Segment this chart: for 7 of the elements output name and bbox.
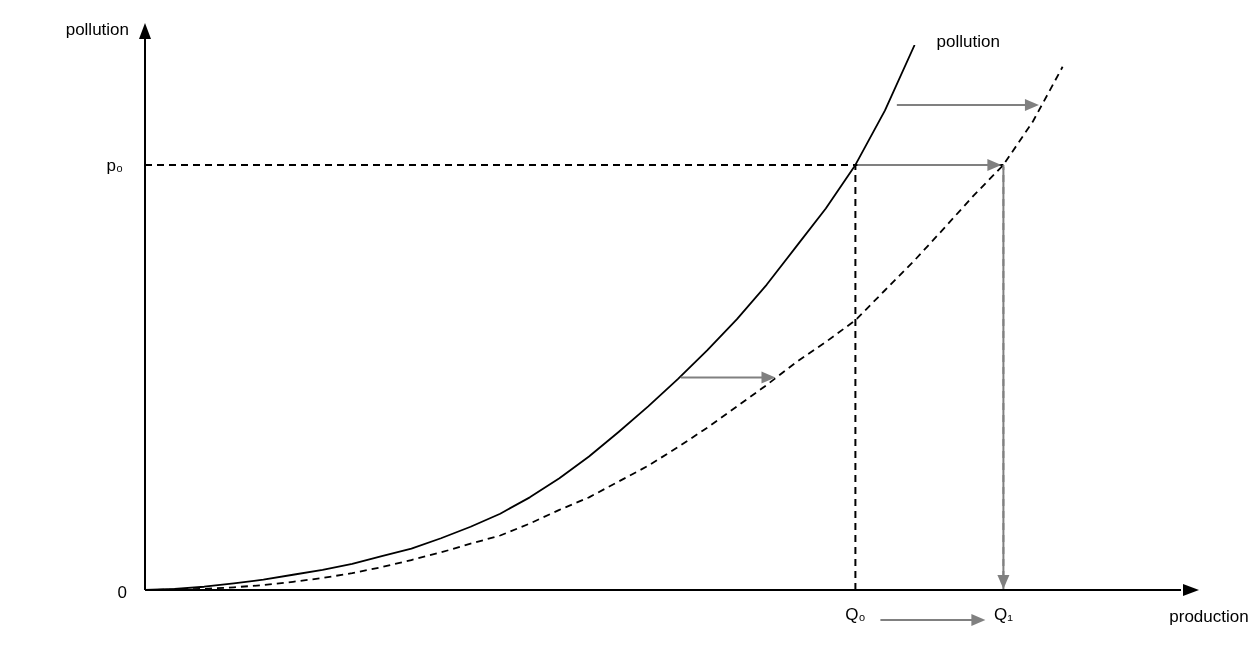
x-tick-label: Q₁ (993, 605, 1014, 625)
x-axis-title: production (1169, 607, 1249, 626)
x-tick-label: Q₀ (845, 605, 866, 625)
text: 0 (117, 583, 127, 602)
y-axis-title: pollution (65, 20, 129, 39)
ref-line-label: p₀ (106, 155, 123, 175)
series-label: pollution (936, 32, 1000, 51)
